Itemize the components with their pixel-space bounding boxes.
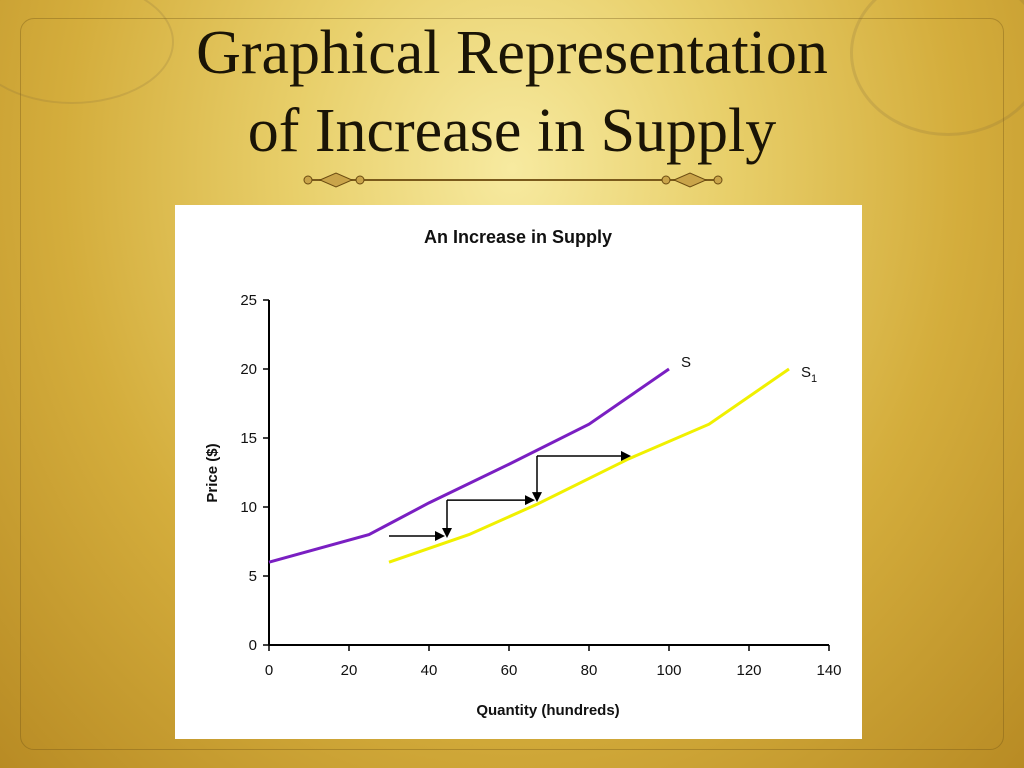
- supply-chart: An Increase in Supply 0 5 10 15 20 25 0 20 40 60…: [204, 227, 842, 719]
- y-tick-label: 15: [240, 430, 257, 447]
- slide-title-line-1: Graphical Representation: [196, 19, 828, 87]
- y-tick-label: 5: [249, 568, 257, 585]
- series-layer: S S1: [268, 354, 817, 564]
- y-axis-ticks: 0 5 10 15 20 25: [240, 292, 269, 654]
- series-line-s1: [388, 367, 790, 564]
- x-tick-label: 100: [656, 662, 681, 679]
- x-tick-label: 120: [736, 662, 761, 679]
- y-tick-label: 10: [240, 499, 257, 516]
- x-tick-label: 60: [501, 662, 518, 679]
- series-label-s1: S1: [801, 364, 817, 385]
- slide-title: Graphical Representation of Increase in …: [0, 14, 1024, 170]
- x-tick-label: 20: [341, 662, 358, 679]
- postmark-stamp-right: [850, 0, 1024, 136]
- y-axis-label: Price ($): [204, 443, 221, 502]
- y-tick-label: 20: [240, 361, 257, 378]
- x-tick-label: 0: [265, 662, 273, 679]
- title-ornament-divider: [303, 172, 723, 188]
- series-line-s: [268, 367, 670, 564]
- y-tick-label: 0: [249, 637, 257, 654]
- chart-title: An Increase in Supply: [424, 227, 612, 247]
- slide-title-line-2: of Increase in Supply: [247, 97, 777, 165]
- y-tick-label: 25: [240, 292, 257, 309]
- x-axis-ticks: 0 20 40 60 80 100 120 140: [265, 645, 842, 679]
- chart-panel: An Increase in Supply 0 5 10 15 20 25 0 20 40 60…: [175, 205, 862, 739]
- x-tick-label: 140: [816, 662, 841, 679]
- series-label-s: S: [681, 354, 691, 371]
- x-axis-label: Quantity (hundreds): [476, 702, 619, 719]
- x-tick-label: 80: [581, 662, 598, 679]
- shift-arrows: [389, 450, 631, 541]
- x-tick-label: 40: [421, 662, 438, 679]
